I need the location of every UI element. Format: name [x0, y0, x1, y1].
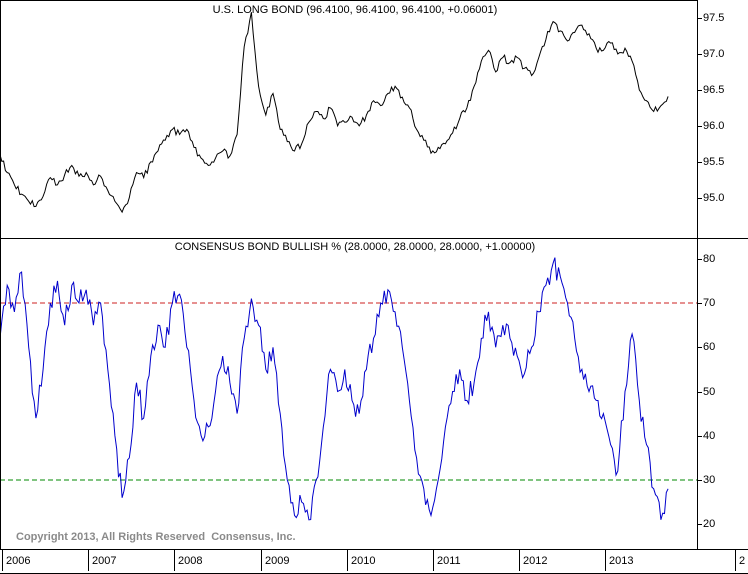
x-axis-tick	[605, 550, 606, 571]
x-axis-tick	[735, 550, 736, 571]
x-axis-label: 2	[739, 555, 746, 567]
y-axis-label: 97.5	[703, 12, 725, 24]
y-axis-tick	[698, 90, 702, 91]
y-axis-label: 96.5	[703, 84, 725, 96]
y-axis-tick	[698, 347, 702, 348]
y-axis-label: 30	[703, 474, 716, 486]
y-axis-tick	[698, 18, 702, 19]
y-axis-tick	[698, 524, 702, 525]
y-axis-label: 50	[703, 386, 716, 398]
copyright-text: Copyright 2013, All Rights Reserved Cons…	[16, 531, 296, 543]
x-axis-label: 2013	[609, 555, 634, 567]
x-axis-line	[0, 549, 748, 550]
y-axis-label: 80	[703, 253, 716, 265]
y-axis-label: 60	[703, 341, 716, 353]
x-axis-tick	[88, 550, 89, 571]
price-series-line	[0, 12, 669, 214]
y-axis-tick	[698, 303, 702, 304]
x-axis-label: 2007	[92, 555, 117, 567]
y-axis-label: 70	[703, 297, 716, 309]
x-axis-tick	[261, 550, 262, 571]
x-axis-label: 2010	[351, 555, 376, 567]
x-axis-label: 2012	[523, 555, 548, 567]
x-axis-label: 2009	[265, 555, 290, 567]
x-axis-tick	[174, 550, 175, 571]
y-axis-tick	[698, 126, 702, 127]
sentiment-chart-title: CONSENSUS BOND BULLISH % (28.0000, 28.00…	[174, 241, 536, 253]
x-axis-label: 2008	[178, 555, 203, 567]
y-axis-label: 96.0	[703, 120, 725, 132]
y-axis-label: 95.5	[703, 156, 725, 168]
x-axis-label: 2011	[437, 555, 461, 567]
x-axis-tick	[433, 550, 434, 571]
plot-top-border	[0, 0, 698, 1]
y-axis-tick	[698, 162, 702, 163]
price-chart-title: U.S. LONG BOND (96.4100, 96.4100, 96.410…	[212, 4, 498, 16]
x-axis-tick	[2, 550, 3, 571]
bullish-percent-series-line	[0, 257, 669, 521]
price-line-chart	[0, 12, 669, 214]
y-axis-label: 95.0	[703, 192, 725, 204]
y-axis-tick	[698, 436, 702, 437]
y-axis-label: 97.0	[703, 48, 725, 60]
plot-left-border	[0, 0, 1, 550]
y-axis-label: 40	[703, 430, 716, 442]
y-axis-label: 20	[703, 518, 716, 530]
y-axis-tick	[698, 54, 702, 55]
y-axis-tick	[698, 480, 702, 481]
x-axis-tick	[347, 550, 348, 571]
panel-divider-line	[0, 238, 748, 239]
right-axis-line	[697, 0, 698, 550]
sentiment-line-chart	[0, 257, 697, 521]
y-axis-tick	[698, 392, 702, 393]
x-axis-tick	[519, 550, 520, 571]
x-axis-label: 2006	[6, 555, 31, 567]
y-axis-tick	[698, 259, 702, 260]
y-axis-tick	[698, 198, 702, 199]
